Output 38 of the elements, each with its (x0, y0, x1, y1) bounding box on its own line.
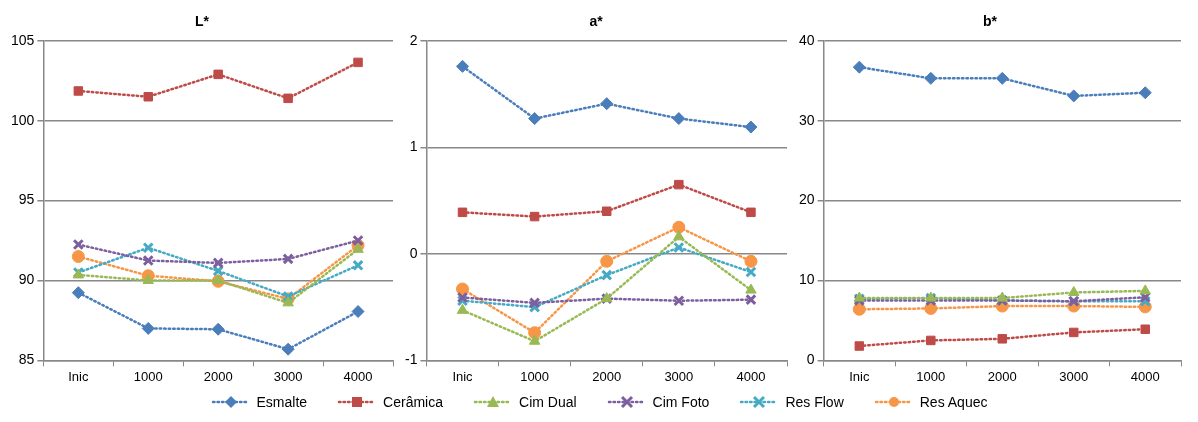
legend-label: Esmalte (256, 394, 308, 410)
x-tick-label: 3000 (664, 368, 694, 384)
x-tick-label: 1000 (916, 368, 946, 384)
x-tick-label: Inic (452, 368, 474, 384)
y-tick-label: 0 (409, 244, 418, 261)
x-tick-label: 1000 (133, 368, 163, 384)
chart-title: b* (983, 13, 998, 30)
legend-label: Cim Dual (519, 394, 577, 410)
x-tick-label: 3000 (1059, 368, 1089, 384)
y-tick-label: 105 (11, 31, 35, 48)
y-tick-label: 30 (798, 111, 815, 128)
x-tick-label: 4000 (1130, 368, 1160, 384)
x-tick-label: 2000 (987, 368, 1017, 384)
chart-title: a* (589, 13, 604, 30)
y-tick-label: 0 (806, 351, 815, 368)
legend-label: Cim Foto (652, 394, 710, 410)
x-tick-label: Inic (68, 368, 89, 384)
x-tick-label: 2000 (203, 368, 233, 384)
legend-label: Cerâmica (383, 394, 444, 410)
x-tick-label: 1000 (520, 368, 550, 384)
x-tick-label: Inic (849, 368, 870, 384)
x-tick-label: 3000 (273, 368, 303, 384)
y-tick-label: 85 (18, 351, 35, 368)
legend-label: Res Aquec (919, 394, 988, 410)
y-tick-label: 95 (18, 191, 35, 208)
y-tick-label: 1 (409, 138, 418, 155)
y-tick-label: 100 (11, 111, 35, 128)
x-tick-label: 2000 (592, 368, 622, 384)
y-tick-label: 40 (798, 31, 815, 48)
x-tick-label: 4000 (736, 368, 766, 384)
y-tick-label: 20 (798, 191, 815, 208)
x-tick-label: 4000 (343, 368, 373, 384)
chart-title: L* (195, 13, 210, 30)
y-tick-label: 2 (409, 31, 418, 48)
y-tick-label: 10 (798, 271, 815, 288)
legend-label: Res Flow (785, 394, 844, 410)
y-tick-label: 90 (18, 271, 35, 288)
y-tick-label: -1 (405, 351, 418, 368)
